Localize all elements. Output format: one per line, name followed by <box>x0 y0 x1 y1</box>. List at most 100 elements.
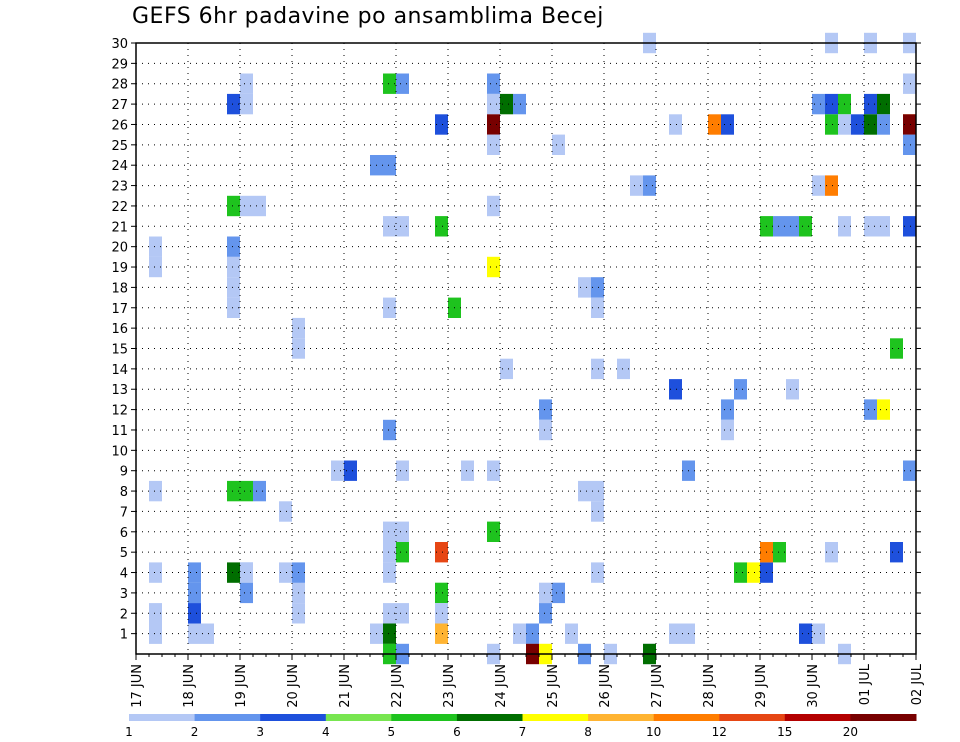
y-tick-label: 10 <box>111 444 128 459</box>
precip-cell <box>279 562 292 583</box>
colorbar-segment <box>719 714 786 721</box>
y-tick-label: 24 <box>111 159 128 174</box>
precip-cell <box>149 480 162 502</box>
precip-cell <box>188 582 201 604</box>
precip-cell <box>383 623 396 644</box>
precip-cell <box>539 582 552 604</box>
precip-cell <box>383 419 396 441</box>
precip-cell <box>253 480 266 502</box>
colorbar-segment <box>194 714 261 721</box>
precip-cell <box>435 216 448 237</box>
colorbar-label: 10 <box>646 725 661 739</box>
precip-cell <box>591 297 604 318</box>
y-tick-label: 17 <box>111 302 128 317</box>
precip-cell <box>721 399 734 420</box>
precip-cell <box>513 623 526 644</box>
y-tick-label: 26 <box>111 118 128 133</box>
precip-cell <box>188 562 201 583</box>
precip-cell <box>383 562 396 583</box>
x-tick-label: 02 JUL <box>910 663 925 705</box>
precip-cell <box>864 93 877 115</box>
precip-cell <box>669 379 682 400</box>
precip-cell <box>721 114 734 135</box>
precip-cell <box>539 603 552 624</box>
precip-cell <box>383 73 396 94</box>
y-tick-label: 22 <box>111 200 128 215</box>
precip-cell <box>201 623 214 644</box>
x-tick-label: 17 JUN <box>130 664 145 708</box>
x-tick-label: 29 JUN <box>754 664 769 708</box>
precip-cell <box>552 134 565 155</box>
precip-cell <box>227 297 240 318</box>
y-axis: 1234567891011121314151617181920212223242… <box>111 37 921 643</box>
precip-cell <box>669 623 682 644</box>
precip-cell <box>591 358 604 380</box>
precip-cell <box>890 542 903 563</box>
precip-cell <box>578 480 591 502</box>
precip-cell <box>747 562 760 583</box>
precip-cell <box>149 623 162 644</box>
precip-cell <box>396 73 409 94</box>
y-tick-label: 12 <box>111 404 128 419</box>
precip-cell <box>383 521 396 542</box>
x-axis: 17 JUN 18 JUN 19 JUN 20 JUN 21 JUN 22 JUN 23 J… <box>130 654 925 708</box>
precip-cell <box>734 379 747 400</box>
x-tick-label: 26 JUN <box>598 664 613 708</box>
precip-cell <box>149 236 162 257</box>
precip-cell <box>435 603 448 624</box>
precip-cell <box>513 93 526 115</box>
colorbar-segment <box>653 714 720 721</box>
precip-cell <box>331 460 344 481</box>
precip-cell <box>396 542 409 563</box>
x-tick-label: 23 JUN <box>442 664 457 708</box>
precip-cell <box>383 216 396 237</box>
precip-cell <box>240 73 253 94</box>
precip-cell <box>396 460 409 481</box>
y-tick-label: 6 <box>120 526 128 541</box>
y-tick-label: 30 <box>111 37 128 52</box>
precip-cell <box>877 216 890 237</box>
y-tick-label: 11 <box>111 424 128 439</box>
precip-cell <box>227 195 240 217</box>
precip-cell <box>435 542 448 563</box>
x-tick-label: 25 JUN <box>546 664 561 708</box>
y-tick-label: 14 <box>111 363 128 378</box>
colorbar-segment <box>260 714 327 721</box>
precip-cell <box>383 542 396 563</box>
precip-cell <box>903 73 916 94</box>
precip-cell <box>864 216 877 237</box>
y-tick-label: 7 <box>120 505 128 520</box>
colorbar-label: 15 <box>777 725 792 739</box>
precip-cell <box>240 582 253 604</box>
colorbar-segment <box>325 714 392 721</box>
precip-cell <box>188 623 201 644</box>
y-tick-label: 3 <box>120 587 128 602</box>
precip-cell <box>864 114 877 135</box>
precip-cell <box>903 114 916 135</box>
y-tick-label: 19 <box>111 261 128 276</box>
colorbar-label: 5 <box>387 725 395 739</box>
x-tick-label: 18 JUN <box>182 664 197 708</box>
colorbar-label: 4 <box>322 725 330 739</box>
y-tick-label: 16 <box>111 322 128 337</box>
y-tick-label: 18 <box>111 281 128 296</box>
precip-cell <box>799 216 812 237</box>
x-tick-label: 27 JUN <box>650 664 665 708</box>
precip-cell <box>877 114 890 135</box>
colorbar: 1 2 3 4 5 6 7 8 10 12 15 20 <box>125 714 917 739</box>
y-tick-label: 1 <box>120 628 128 643</box>
x-tick-label: 28 JUN <box>702 664 717 708</box>
y-tick-label: 20 <box>111 241 128 256</box>
precip-cell <box>279 501 292 522</box>
precip-cell <box>396 603 409 624</box>
precip-cell <box>344 460 357 481</box>
precip-cell <box>864 399 877 420</box>
precip-cell <box>591 277 604 298</box>
precip-cell <box>396 521 409 542</box>
colorbar-label: 12 <box>712 725 727 739</box>
precip-cell <box>877 399 890 420</box>
precip-cell <box>435 114 448 135</box>
y-tick-label: 27 <box>111 98 128 113</box>
precip-cell <box>500 93 513 115</box>
y-tick-label: 15 <box>111 343 128 358</box>
